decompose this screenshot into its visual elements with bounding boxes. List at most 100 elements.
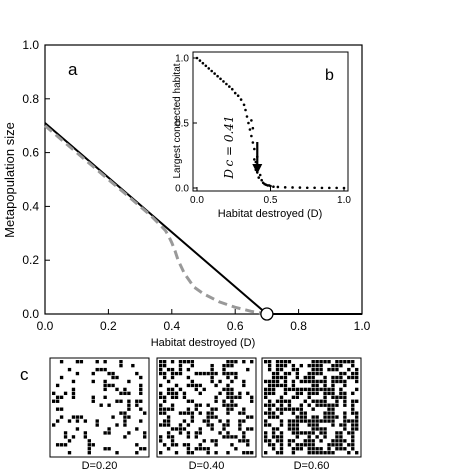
snapshot-cell: [59, 443, 64, 447]
snapshot-cell: [267, 423, 272, 427]
snapshot-cell: [303, 443, 307, 447]
snapshot-cell: [264, 439, 268, 443]
snapshot-cell: [198, 431, 202, 435]
panel-b-point: [313, 186, 316, 190]
panel-b-point: [222, 80, 225, 83]
snapshot-cell: [339, 391, 343, 396]
snapshot-cell: [291, 419, 296, 423]
snapshot-cell: [194, 403, 198, 407]
snapshot-cell: [198, 447, 202, 451]
snapshot-cell: [355, 427, 359, 431]
snapshot-cell: [335, 435, 339, 439]
panel-b-point: [272, 185, 275, 188]
panel-b-ytick-label: 0.0: [175, 184, 189, 195]
snapshot-cell: [319, 447, 323, 451]
snapshot-cell: [331, 367, 335, 372]
snapshot-cell: [283, 379, 288, 384]
snapshot-cell: [242, 379, 246, 384]
snapshot-cell: [279, 403, 284, 407]
panel-b-point: [342, 186, 346, 190]
snapshot-cell: [343, 423, 347, 427]
snapshot-cell: [299, 411, 303, 415]
snapshot-cell: [119, 363, 123, 368]
snapshot-cell: [311, 415, 315, 419]
snapshot-cell: [95, 367, 99, 372]
snapshot-cell: [287, 443, 292, 447]
snapshot-cell: [319, 451, 323, 455]
snapshot-cell: [299, 403, 303, 407]
snapshot-cell: [178, 431, 183, 435]
snapshot-cell: [315, 447, 319, 451]
snapshot-cell: [303, 419, 307, 423]
snapshot-cell: [264, 451, 268, 455]
panel-b-point: [250, 134, 253, 138]
panel-b-point: [251, 141, 255, 144]
snapshot-cell: [327, 360, 331, 364]
snapshot-cell: [327, 387, 331, 392]
snapshot-cell: [123, 387, 127, 392]
snapshot-cell: [59, 415, 64, 419]
snapshot-cell: [162, 375, 167, 380]
snapshot-3: D=0.60: [261, 357, 362, 472]
snapshot-cell: [335, 367, 339, 372]
panel-label-c: c: [20, 365, 29, 384]
panel-a-xtick-label: 0.0: [37, 319, 54, 333]
panel-a-xtick-label: 1.0: [354, 319, 371, 333]
snapshot-cell: [315, 427, 319, 431]
snapshot-cell: [307, 391, 311, 396]
panel-b-point: [260, 178, 263, 182]
panel-b-annotation: D c = 0.41: [222, 115, 236, 179]
snapshot-cell: [264, 360, 268, 364]
snapshot-cell: [186, 435, 191, 439]
snapshot-cell: [351, 419, 355, 423]
snapshot-cell: [135, 399, 139, 403]
snapshot-cell: [230, 360, 234, 364]
snapshot-cell: [210, 423, 214, 427]
snapshot-cell: [230, 399, 234, 403]
panel-b-point: [244, 108, 247, 112]
snapshot-cell: [226, 407, 230, 411]
snapshot-cell: [303, 415, 307, 419]
snapshot-cell: [339, 371, 343, 376]
snapshot-cell: [52, 391, 56, 396]
snapshot-cell: [67, 439, 72, 443]
snapshot-cell: [351, 399, 355, 403]
snapshot-cell: [315, 363, 319, 368]
snapshot-cell: [174, 383, 179, 388]
snapshot-cell: [299, 415, 303, 419]
snapshot-cell: [55, 443, 60, 447]
snapshot-cell: [131, 363, 135, 368]
snapshot-cell: [210, 375, 214, 380]
snapshot-cell: [127, 431, 131, 435]
snapshot-cell: [275, 375, 280, 380]
snapshot-cell: [226, 383, 230, 388]
snapshot-cell: [343, 383, 347, 388]
panel-b-point: [195, 56, 199, 60]
snapshot-cell: [103, 367, 107, 372]
snapshot-cell: [264, 435, 268, 439]
snapshot-cell: [295, 387, 300, 392]
snapshot-cell: [264, 419, 268, 423]
snapshot-cell: [287, 423, 292, 427]
snapshot-cell: [307, 423, 311, 427]
snapshot-cell: [210, 427, 214, 431]
snapshot-cell: [170, 439, 175, 443]
snapshot-cell: [267, 379, 272, 384]
snapshot-cell: [311, 439, 315, 443]
snapshot-cell: [335, 363, 339, 368]
snapshot-cell: [319, 403, 323, 407]
snapshot-cell: [267, 403, 272, 407]
panel-b-point: [335, 186, 338, 190]
snapshot-cell: [95, 419, 99, 423]
snapshot-cell: [206, 447, 210, 451]
snapshot-cell: [159, 360, 163, 364]
snapshot-cell: [311, 443, 315, 447]
snapshot-cell: [267, 363, 272, 368]
snapshot-cell: [295, 427, 300, 431]
snapshot-cell: [264, 379, 268, 384]
snapshot-cell: [226, 375, 230, 380]
snapshot-cell: [323, 399, 327, 403]
snapshot-cell: [166, 435, 171, 439]
snapshot-cell: [159, 403, 163, 407]
